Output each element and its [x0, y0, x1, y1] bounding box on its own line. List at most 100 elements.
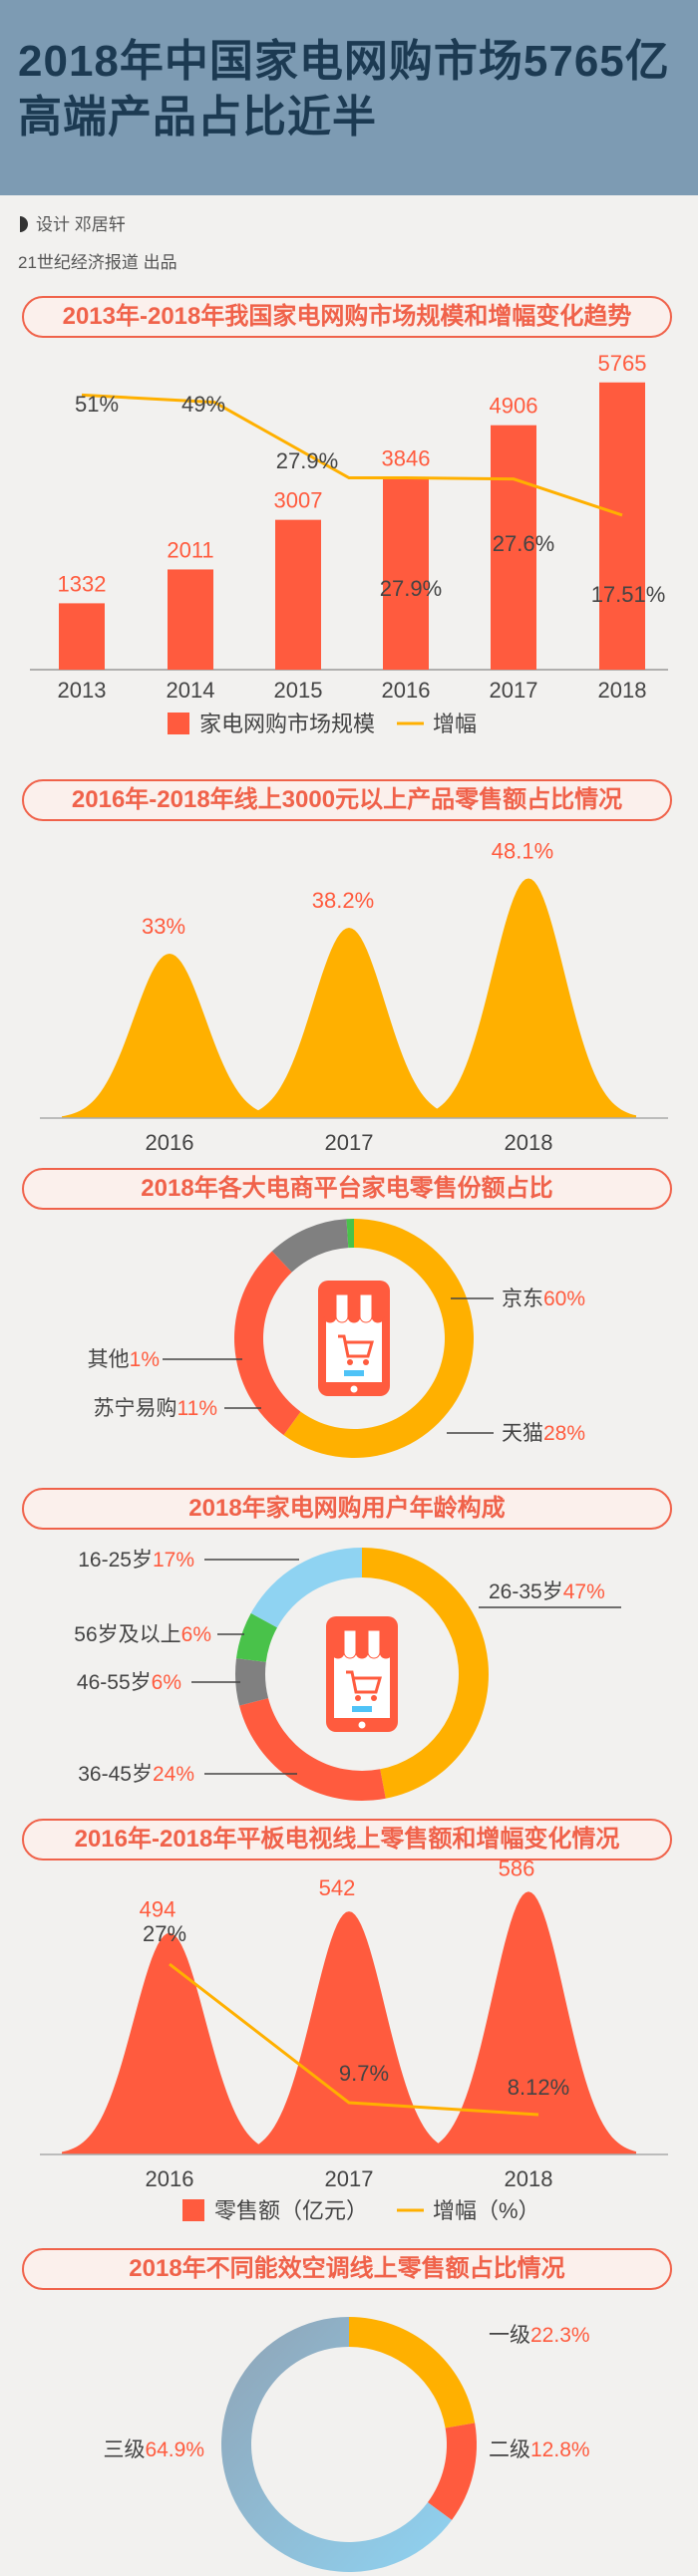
- growth-label-2016: 27%: [143, 1921, 186, 1946]
- page-title: 2018年中国家电网购市场5765亿 高端产品占比近半: [18, 34, 686, 145]
- section-title-2: 2016年-2018年线上3000元以上产品零售额占比情况: [22, 779, 672, 821]
- label-36-45: 36-45岁24%: [78, 1763, 194, 1786]
- peak-label-2017: 38.2%: [312, 888, 374, 913]
- label-suning: 苏宁易购11%: [94, 1397, 217, 1420]
- platform-slice-1: [234, 1251, 301, 1436]
- peak-label-2017: 542: [319, 1875, 356, 1900]
- label-46-55: 46-55岁6%: [77, 1671, 181, 1694]
- section-title-1: 2013年-2018年我国家电网购市场规模和增幅变化趋势: [22, 296, 672, 338]
- platform-shopping-phone-icon: [318, 1281, 390, 1396]
- x-tick-2018: 2018: [505, 2166, 553, 2191]
- label-other: 其他1%: [88, 1348, 160, 1371]
- x-tick-2018: 2018: [505, 1130, 553, 1155]
- platform-cart-wheel-2: [363, 1359, 369, 1365]
- age-cart-wheel-1: [355, 1695, 361, 1701]
- chart-tv-sales: 494 2016 542 2017 586 2018 27% 9.7% 8.12% 零售额（亿元）…: [40, 1856, 668, 2223]
- age-awning-stripe-2: [355, 1629, 369, 1659]
- age-slice-3: [236, 1612, 277, 1662]
- ac-slice-0: [349, 2317, 476, 2429]
- growth-line: [169, 1962, 539, 2117]
- peak-label-2018: 586: [499, 1856, 535, 1880]
- bar-2014: [168, 569, 213, 670]
- platform-awning-stripe-2: [347, 1293, 361, 1323]
- age-screen-button: [352, 1706, 372, 1712]
- legend-area-swatch: [182, 2199, 204, 2221]
- platform-awning-stripe-4: [371, 1293, 385, 1323]
- peak-2017: [241, 928, 457, 1118]
- label-grade3: 三级64.9%: [103, 2438, 204, 2461]
- bar-2017: [491, 425, 536, 670]
- growth-label-2018: 17.51%: [591, 582, 666, 607]
- age-home-button: [358, 1721, 366, 1729]
- legend-bar-label: 家电网购市场规模: [199, 712, 375, 736]
- peak-2018: [421, 1891, 636, 2154]
- peak-label-2016: 494: [140, 1897, 176, 1922]
- platform-home-button: [350, 1385, 358, 1393]
- platform-slice-0: [283, 1219, 474, 1458]
- platform-awning-stripe-1: [335, 1293, 349, 1323]
- chart-age-structure: 26-35岁47% 36-45岁24% 46-55岁6% 56岁及以上6% 16-25岁…: [74, 1548, 621, 1801]
- label-grade1: 一级22.3%: [489, 2324, 590, 2347]
- header-banner: 2018年中国家电网购市场5765亿 高端产品占比近半: [0, 0, 698, 195]
- chart-market-scale: 1332 2013 2011 2014 3007 2015 3846 2016 4906 2017…: [30, 351, 668, 736]
- age-awning-stripe-1: [343, 1629, 357, 1659]
- platform-awning-stripe-0: [323, 1293, 337, 1323]
- chart-platform-share: 京东60% 天猫28% 其他1% 苏宁易购11%: [88, 1219, 585, 1458]
- half-circle-icon: [20, 216, 28, 232]
- credits: 设计 邓居轩 21世纪经济报道 出品: [18, 213, 177, 289]
- age-awning-stripe-4: [379, 1629, 393, 1659]
- bar-2015: [275, 519, 321, 670]
- chart-highend-share: 33% 2016 38.2% 2017 48.1% 2018: [40, 839, 668, 1155]
- legend-bar-swatch: [168, 713, 189, 734]
- bar-label-2017: 4906: [490, 394, 538, 419]
- x-tick-2016: 2016: [146, 1130, 194, 1155]
- ac-slice-1: [427, 2423, 477, 2520]
- bar-2016: [383, 477, 429, 670]
- peak-label-2018: 48.1%: [492, 839, 553, 864]
- age-slice-4: [250, 1548, 362, 1628]
- legend-area-label: 零售额（亿元）: [214, 2198, 368, 2223]
- age-cart-wheel-2: [371, 1695, 377, 1701]
- age-shopping-phone-icon: [326, 1616, 398, 1732]
- label-26-35: 26-35岁47%: [489, 1580, 605, 1603]
- bar-label-2018: 5765: [598, 351, 647, 376]
- section-title-5: 2016年-2018年平板电视线上零售额和增幅变化情况: [22, 1819, 672, 1860]
- x-tick-2013: 2013: [58, 678, 107, 703]
- label-tmall: 天猫28%: [502, 1422, 585, 1445]
- peak-label-2016: 33%: [142, 914, 185, 939]
- growth-label-2017: 27.6%: [493, 531, 554, 556]
- age-awning-stripe-3: [367, 1629, 381, 1659]
- bar-label-2014: 2011: [167, 537, 213, 562]
- x-tick-2015: 2015: [274, 678, 323, 703]
- age-slice-2: [235, 1658, 269, 1706]
- label-grade2: 二级12.8%: [489, 2438, 590, 2461]
- x-tick-2017: 2017: [325, 1130, 374, 1155]
- bar-2013: [59, 603, 105, 670]
- bar-label-2013: 1332: [58, 571, 107, 596]
- design-credit: 设计 邓居轩: [36, 215, 126, 234]
- peak-2016: [62, 1932, 277, 2154]
- age-cart-icon: [346, 1670, 382, 1694]
- x-tick-2017: 2017: [325, 2166, 374, 2191]
- platform-slice-2: [271, 1219, 349, 1273]
- platform-slice-3: [346, 1219, 354, 1249]
- platform-screen-button: [344, 1370, 364, 1376]
- design-credit-line: 设计 邓居轩: [18, 213, 177, 251]
- legend-line-label: 增幅（%）: [433, 2198, 540, 2223]
- platform-cart-wheel-1: [347, 1359, 353, 1365]
- x-tick-2017: 2017: [490, 678, 538, 703]
- peak-2017: [241, 1911, 457, 2154]
- x-tick-2018: 2018: [598, 678, 647, 703]
- platform-awning-stripe-3: [359, 1293, 373, 1323]
- legend-line-label: 增幅: [433, 712, 477, 736]
- label-jd: 京东60%: [502, 1288, 585, 1310]
- title-line-1: 2018年中国家电网购市场5765亿: [18, 37, 670, 86]
- x-tick-2016: 2016: [146, 2166, 194, 2191]
- platform-cart-icon: [338, 1334, 374, 1358]
- growth-label-2017: 9.7%: [339, 2061, 389, 2086]
- growth-label-2013: 51%: [75, 392, 119, 417]
- age-slice-0: [362, 1548, 490, 1799]
- peak-2018: [421, 878, 636, 1118]
- x-tick-2014: 2014: [167, 678, 215, 703]
- growth-label-2016: 27.9%: [380, 576, 442, 601]
